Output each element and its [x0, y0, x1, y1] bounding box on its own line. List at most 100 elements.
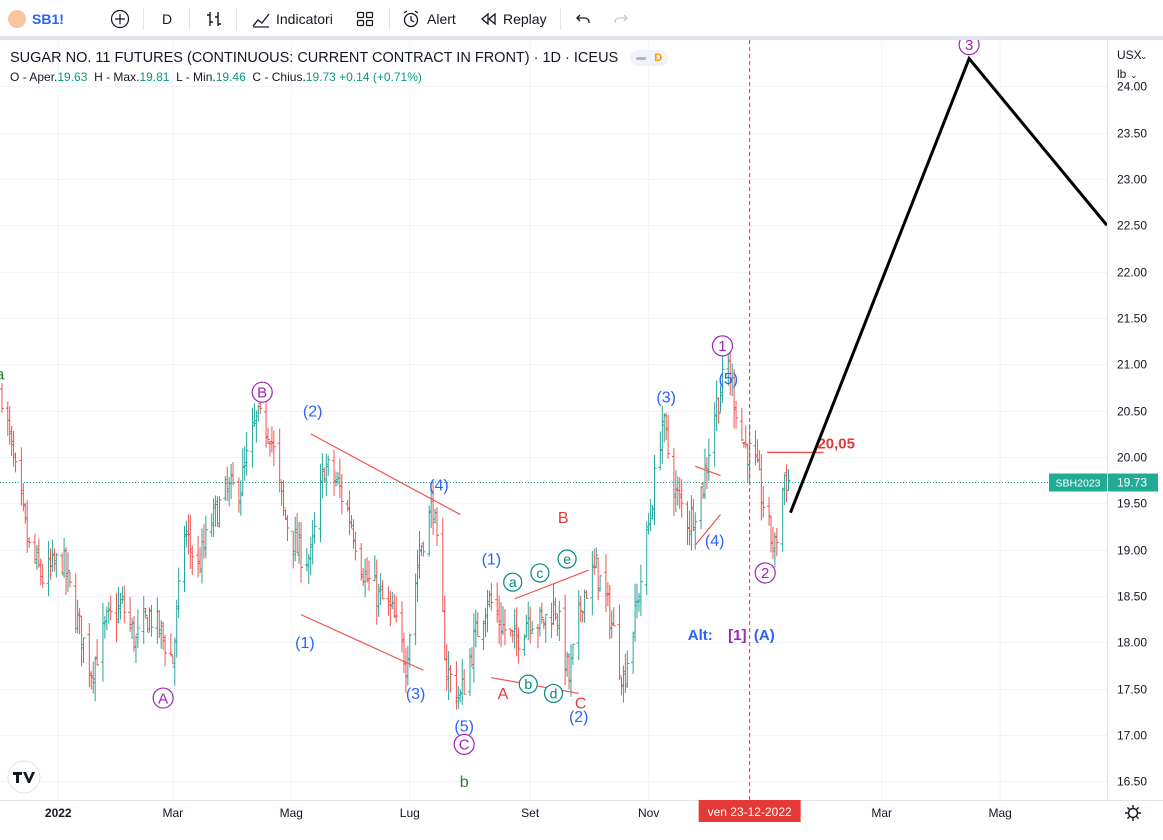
ohlc-bar: [407, 633, 412, 668]
ohlc-bar: [706, 438, 711, 481]
plus-circle-icon: [110, 9, 130, 29]
ohlc-bar: [720, 353, 725, 404]
data-status-badge[interactable]: D: [630, 50, 669, 66]
ohlc-bar: [553, 597, 558, 621]
high-value: 19.81: [139, 70, 170, 84]
svg-text:(4): (4): [429, 477, 449, 494]
interval-button[interactable]: D: [162, 0, 172, 38]
wave-label: (4): [705, 533, 725, 550]
high-key: H: [94, 70, 103, 84]
ohlc-bar: [27, 537, 32, 548]
ohlc-bar: [266, 427, 271, 445]
tradingview-logo[interactable]: [7, 760, 41, 794]
wave-label: C: [453, 733, 475, 755]
high-label: - Max.: [106, 70, 140, 84]
svg-text:C: C: [575, 695, 587, 712]
currency-chevron-icon[interactable]: ⌄: [1140, 51, 1148, 61]
wave-label: (2): [569, 709, 589, 726]
ohlc-bar: [353, 531, 358, 561]
wave-label: d: [543, 683, 564, 704]
ohlc-bar: [652, 454, 657, 526]
time-axis[interactable]: 2022 Mar Mag Lug Set Nov Mar Mag ven 23-12-2022: [45, 800, 1012, 822]
svg-text:(3): (3): [406, 686, 426, 703]
indicators-button[interactable]: Indicatori: [251, 0, 333, 38]
wave-label: (3): [406, 686, 426, 703]
price-tick-label: 18.00: [1117, 636, 1147, 650]
currency-selector[interactable]: USX: [1117, 48, 1142, 62]
svg-text:c: c: [536, 565, 543, 581]
price-tick-label: 22.00: [1117, 266, 1147, 280]
ohlc-bar: [543, 613, 548, 643]
time-tick-label: Mag: [989, 806, 1012, 820]
wave-label: b: [460, 774, 469, 791]
ohlc-bar: [312, 511, 317, 544]
svg-text:B: B: [558, 510, 569, 527]
ohlc-bar: [122, 585, 127, 624]
gear-icon[interactable]: [1125, 805, 1141, 821]
unit-selector[interactable]: lb: [1117, 67, 1127, 81]
ohlc-bar: [108, 595, 113, 621]
symbol-logo-icon: [8, 10, 26, 28]
low-label: - Min.: [185, 70, 216, 84]
ohlc-bar: [462, 668, 467, 695]
svg-text:C: C: [459, 737, 470, 754]
svg-text:(3): (3): [656, 389, 676, 406]
ohlc-bar: [217, 496, 222, 528]
redo-button[interactable]: [612, 0, 630, 38]
last-price-tag-label: 19.73: [1117, 476, 1147, 490]
replay-label: Replay: [503, 11, 547, 27]
svg-text:e: e: [563, 551, 571, 567]
symbol-price-tag-label: SBH2023: [1056, 478, 1101, 490]
interval-label: D: [162, 11, 173, 27]
alt-label: Alt: [1] (A): [688, 627, 775, 644]
ohlc-bar: [271, 430, 276, 467]
price-tick-label: 21.00: [1117, 358, 1147, 372]
ohlc-bar: [203, 515, 208, 558]
svg-text:(2): (2): [303, 403, 323, 420]
svg-text:Alt:: Alt:: [688, 627, 713, 644]
wave-label: (3): [656, 389, 676, 406]
wave-label: c: [530, 563, 550, 583]
compare-button[interactable]: [110, 0, 130, 38]
svg-text:a: a: [0, 366, 5, 383]
ohlc-bar: [502, 609, 507, 646]
close-value: 19.73: [305, 70, 336, 84]
undo-icon: [574, 10, 592, 28]
chart-type-button[interactable]: [204, 0, 224, 38]
time-tick-label: Nov: [638, 806, 659, 820]
svg-text:b: b: [460, 774, 469, 791]
ohlc-bar: [611, 607, 616, 627]
chart-title[interactable]: SUGAR NO. 11 FUTURES (CONTINUOUS: CURREN…: [10, 50, 619, 66]
symbol-search-button[interactable]: SB1!: [8, 0, 64, 38]
time-tick-label: Lug: [400, 806, 420, 820]
price-tick-label: 19.00: [1117, 544, 1147, 558]
grid-layout-icon: [355, 9, 375, 29]
cursor-date-tag: [698, 800, 801, 822]
ohlc-bar: [638, 564, 643, 617]
trend-line: [300, 614, 424, 671]
toolbar-divider: [143, 8, 144, 30]
ohlc-bar: [734, 400, 739, 429]
price-chart[interactable]: 20,05 aAB(2)(1)(3)(4)(5)Cb(1)aceBAbdC(2)…: [0, 40, 1163, 835]
alert-button[interactable]: Alert: [401, 0, 456, 38]
ohlc-bar: [277, 428, 282, 493]
alarm-clock-icon: [401, 9, 421, 29]
replay-button[interactable]: Replay: [479, 0, 547, 38]
wave-label: 2: [754, 562, 776, 584]
price-tick-label: 18.50: [1117, 590, 1147, 604]
ohlc-bar: [326, 455, 331, 476]
templates-button[interactable]: [355, 0, 375, 38]
top-toolbar: SB1! D Indicatori Alert Repl: [0, 0, 1163, 40]
price-tick-label: 20.50: [1117, 405, 1147, 419]
price-axis[interactable]: 16.50 17.00 17.50 18.00 18.50 19.00 19.50 20.00…: [1049, 80, 1158, 789]
ohlc-bar: [767, 496, 772, 526]
undo-button[interactable]: [574, 0, 592, 38]
unit-chevron-icon[interactable]: ⌄: [1130, 70, 1138, 80]
chart-area[interactable]: 20,05 aAB(2)(1)(3)(4)(5)Cb(1)aceBAbdC(2)…: [0, 40, 1163, 835]
ohlc-bar: [421, 541, 426, 557]
ohlc-bar: [739, 407, 744, 442]
price-tick-label: 16.50: [1117, 775, 1147, 789]
trend-line: [514, 569, 589, 600]
toolbar-divider: [189, 8, 190, 30]
chart-legend: SUGAR NO. 11 FUTURES (CONTINUOUS: CURREN…: [10, 50, 669, 84]
